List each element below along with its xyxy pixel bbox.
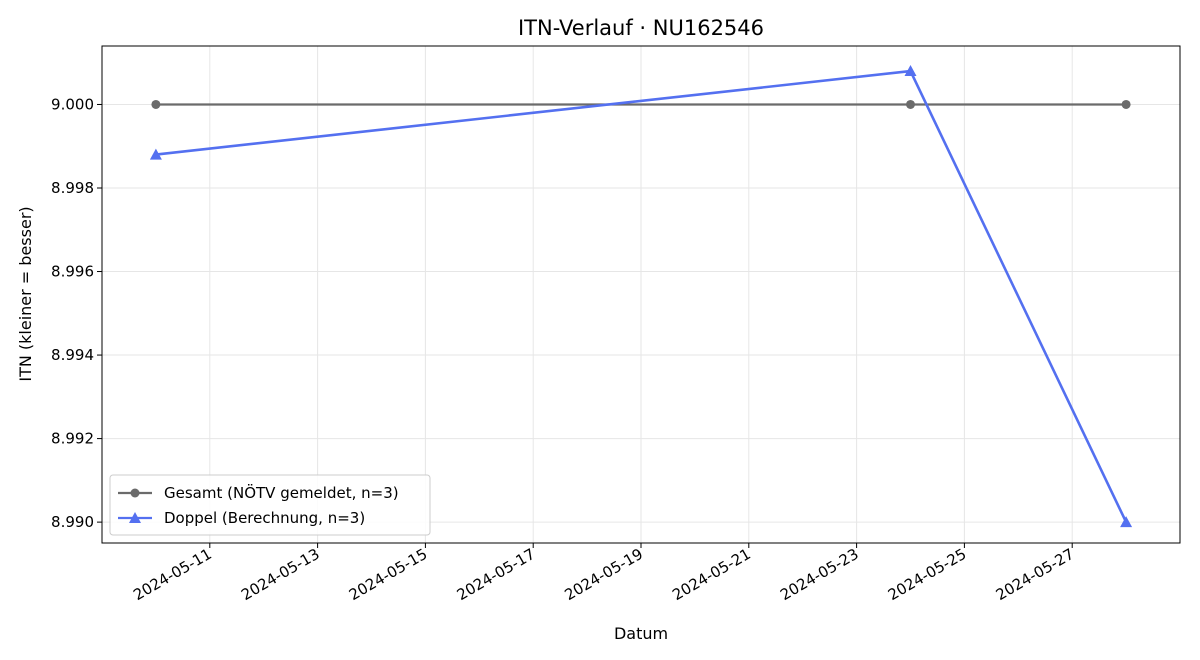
legend-label: Gesamt (NÖTV gemeldet, n=3): [164, 483, 399, 502]
data-point: [906, 99, 915, 109]
y-tick-label: 8.990: [51, 513, 94, 531]
legend: Gesamt (NÖTV gemeldet, n=3) Doppel (Berec…: [109, 474, 431, 536]
y-tick-label: 8.994: [51, 346, 94, 364]
y-axis: 8.990 8.992 8.994 8.996 8.998 9.000: [51, 95, 102, 531]
x-tick-label: 2024-05-11: [130, 545, 215, 604]
x-axis-title: Datum: [614, 624, 668, 643]
x-axis: 2024-05-11 2024-05-13 2024-05-15 2024-05-17…: [130, 543, 1077, 604]
y-tick-label: 8.992: [51, 430, 94, 448]
legend-entry: Gesamt (NÖTV gemeldet, n=3): [118, 483, 399, 502]
series-layer: [149, 65, 1133, 528]
x-tick-label: 2024-05-17: [454, 545, 539, 604]
legend-entry: Doppel (Berechnung, n=3): [118, 509, 365, 527]
legend-marker: [129, 512, 141, 523]
data-point: [1120, 516, 1133, 528]
y-tick-label: 8.998: [51, 179, 94, 197]
x-tick-label: 2024-05-13: [238, 545, 323, 604]
y-tick-label: 9.000: [51, 95, 94, 113]
data-point: [904, 65, 917, 77]
legend-label: Doppel (Berechnung, n=3): [164, 509, 365, 527]
chart-title: ITN-Verlauf · NU162546: [518, 16, 764, 40]
grid: [102, 46, 1180, 543]
x-tick-label: 2024-05-21: [669, 545, 754, 604]
y-tick-label: 8.996: [51, 263, 94, 281]
legend-marker: [130, 488, 140, 498]
y-axis-title: ITN (kleiner = besser): [16, 206, 35, 381]
series-2: [149, 65, 1133, 528]
data-point: [149, 148, 162, 160]
legend-box: [109, 474, 431, 536]
data-point: [151, 99, 161, 109]
data-point: [1121, 99, 1131, 109]
x-tick-label: 2024-05-19: [561, 545, 646, 604]
series-1: [151, 99, 1131, 109]
x-tick-label: 2024-05-15: [346, 545, 431, 604]
x-tick-label: 2024-05-27: [993, 545, 1078, 604]
x-tick-label: 2024-05-23: [777, 545, 862, 604]
x-tick-label: 2024-05-25: [885, 545, 970, 604]
